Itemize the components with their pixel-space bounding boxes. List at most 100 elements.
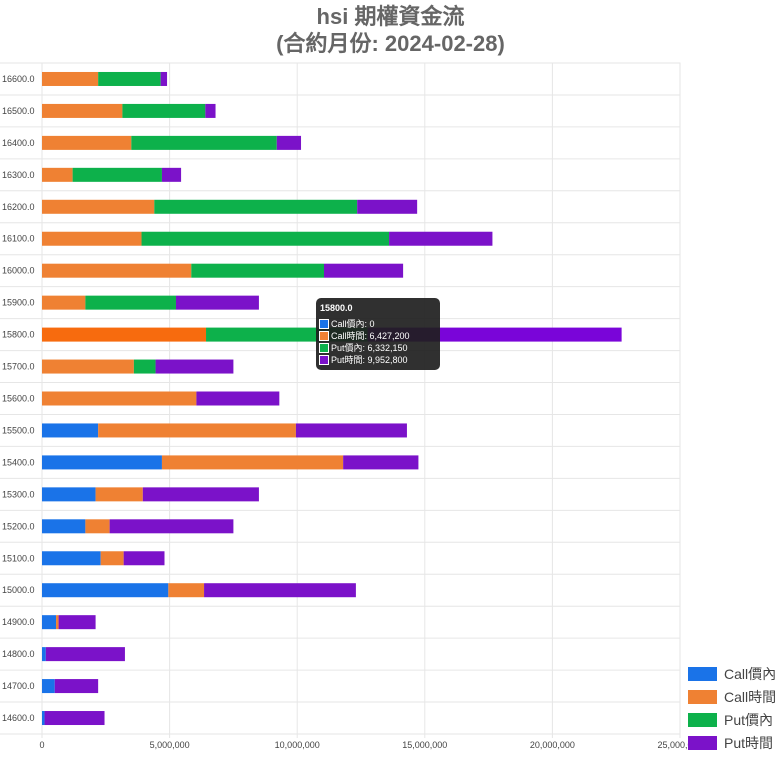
bar-segment [42, 711, 45, 726]
bar-segment [154, 199, 358, 214]
bar-segment [131, 135, 277, 150]
legend-item-put-itm[interactable]: Put價內 [688, 708, 776, 731]
bar-segment [42, 487, 96, 502]
bar-segment [295, 423, 407, 438]
bar-segment [98, 71, 161, 86]
bar-segment [42, 263, 192, 278]
bar-segment [155, 359, 234, 374]
y-tick-label: 15800.0 [2, 330, 35, 340]
y-tick-label: 15500.0 [2, 425, 35, 435]
bar-segment [323, 263, 404, 278]
tooltip-text-put-time: Put時間: 9,952,800 [331, 355, 408, 365]
bar-segment [100, 551, 124, 566]
chart-legend: Call價內 Call時間 Put價內 Put時間 [688, 662, 776, 754]
legend-item-put-time[interactable]: Put時間 [688, 731, 776, 754]
legend-swatch-call-time [688, 689, 717, 704]
y-tick-label: 15400.0 [2, 457, 35, 467]
bar-segment [42, 647, 46, 662]
tooltip-row-put-time: Put時間: 9,952,800 [319, 353, 408, 366]
legend-label-call-itm: Call價內 [724, 665, 777, 682]
y-tick-label: 15000.0 [2, 585, 35, 595]
bar-segment [42, 455, 162, 470]
bar-segment [161, 455, 344, 470]
bar-segment [85, 295, 176, 310]
bar-segment [175, 295, 259, 310]
bar-segment [42, 167, 73, 182]
chart-tooltip: 15800.0 Call價內: 0 Call時間: 6,427,200 Put價… [316, 298, 440, 370]
bar-segment [196, 391, 280, 406]
bar-segment [42, 71, 99, 86]
bar-segment [95, 487, 143, 502]
y-tick-label: 15600.0 [2, 394, 35, 404]
bar-segment [42, 519, 86, 534]
x-tick-label: 20,000,000 [530, 740, 575, 750]
tooltip-text-call-time: Call時間: 6,427,200 [331, 331, 410, 341]
bar-segment [109, 519, 234, 534]
y-tick-label: 16300.0 [2, 170, 35, 180]
bar-segment [42, 583, 169, 598]
legend-swatch-put-time [688, 735, 717, 750]
legend-swatch-put-itm [688, 712, 717, 727]
bar-segment [42, 551, 101, 566]
bar-segment [122, 103, 206, 118]
bar-segment [357, 199, 418, 214]
legend-item-call-time[interactable]: Call時間 [688, 685, 776, 708]
x-tick-label: 15,000,000 [402, 740, 447, 750]
bar-segment [42, 231, 142, 246]
tooltip-text-call-itm: Call價內: 0 [331, 319, 375, 329]
y-tick-label: 14600.0 [2, 713, 35, 723]
y-tick-label: 14900.0 [2, 617, 35, 627]
y-tick-label: 16500.0 [2, 106, 35, 116]
bar-segment [343, 455, 419, 470]
tooltip-row-call-time: Call時間: 6,427,200 [319, 329, 410, 342]
legend-swatch-call-itm [688, 666, 717, 681]
legend-label-call-time: Call時間 [724, 688, 777, 705]
bar-segment [98, 423, 296, 438]
tooltip-row-put-itm: Put價內: 6,332,150 [319, 341, 408, 354]
bar-segment [161, 167, 182, 182]
legend-label-put-itm: Put價內 [724, 711, 774, 728]
bar-segment [42, 679, 55, 694]
bar-segment [72, 167, 162, 182]
bar-segment [133, 359, 156, 374]
y-tick-label: 16600.0 [2, 74, 35, 84]
bar-segment [42, 615, 57, 630]
bar-segment [42, 359, 134, 374]
tooltip-title: 15800.0 [320, 303, 353, 313]
bar-segment [123, 551, 165, 566]
tooltip-swatch-call-itm [319, 318, 329, 329]
legend-item-call-itm[interactable]: Call價內 [688, 662, 776, 685]
bar-segment [205, 103, 216, 118]
x-tick-label: 10,000,000 [275, 740, 320, 750]
bar-segment [44, 711, 105, 726]
bar-segment [42, 327, 207, 342]
x-tick-label: 5,000,000 [150, 740, 190, 750]
y-tick-label: 15100.0 [2, 553, 35, 563]
bar-segment [389, 231, 493, 246]
bar-segment [42, 199, 155, 214]
y-tick-label: 16000.0 [2, 266, 35, 276]
tooltip-row-call-itm: Call價內: 0 [319, 317, 375, 330]
chart-title: hsi 期權資金流 [316, 4, 465, 29]
bar-segment [204, 583, 356, 598]
bar-segment [160, 71, 168, 86]
y-tick-label: 15900.0 [2, 298, 35, 308]
chart-subtitle: (合約月份: 2024-02-28) [276, 31, 505, 56]
bar-segment [85, 519, 110, 534]
bar-segment [191, 263, 324, 278]
y-tick-label: 15700.0 [2, 362, 35, 372]
bar-segment [142, 487, 259, 502]
bar-segment [276, 135, 302, 150]
bar-segment [42, 391, 197, 406]
legend-label-put-time: Put時間 [724, 734, 774, 751]
tooltip-swatch-put-itm [319, 342, 329, 353]
bar-segment [141, 231, 390, 246]
y-tick-label: 14800.0 [2, 649, 35, 659]
tooltip-swatch-call-time [319, 330, 329, 341]
x-tick-label: 25,000,000 [657, 740, 702, 750]
x-tick-label: 0 [39, 740, 44, 750]
bar-segment [42, 295, 86, 310]
y-tick-label: 15200.0 [2, 521, 35, 531]
bar-segment [45, 647, 125, 662]
